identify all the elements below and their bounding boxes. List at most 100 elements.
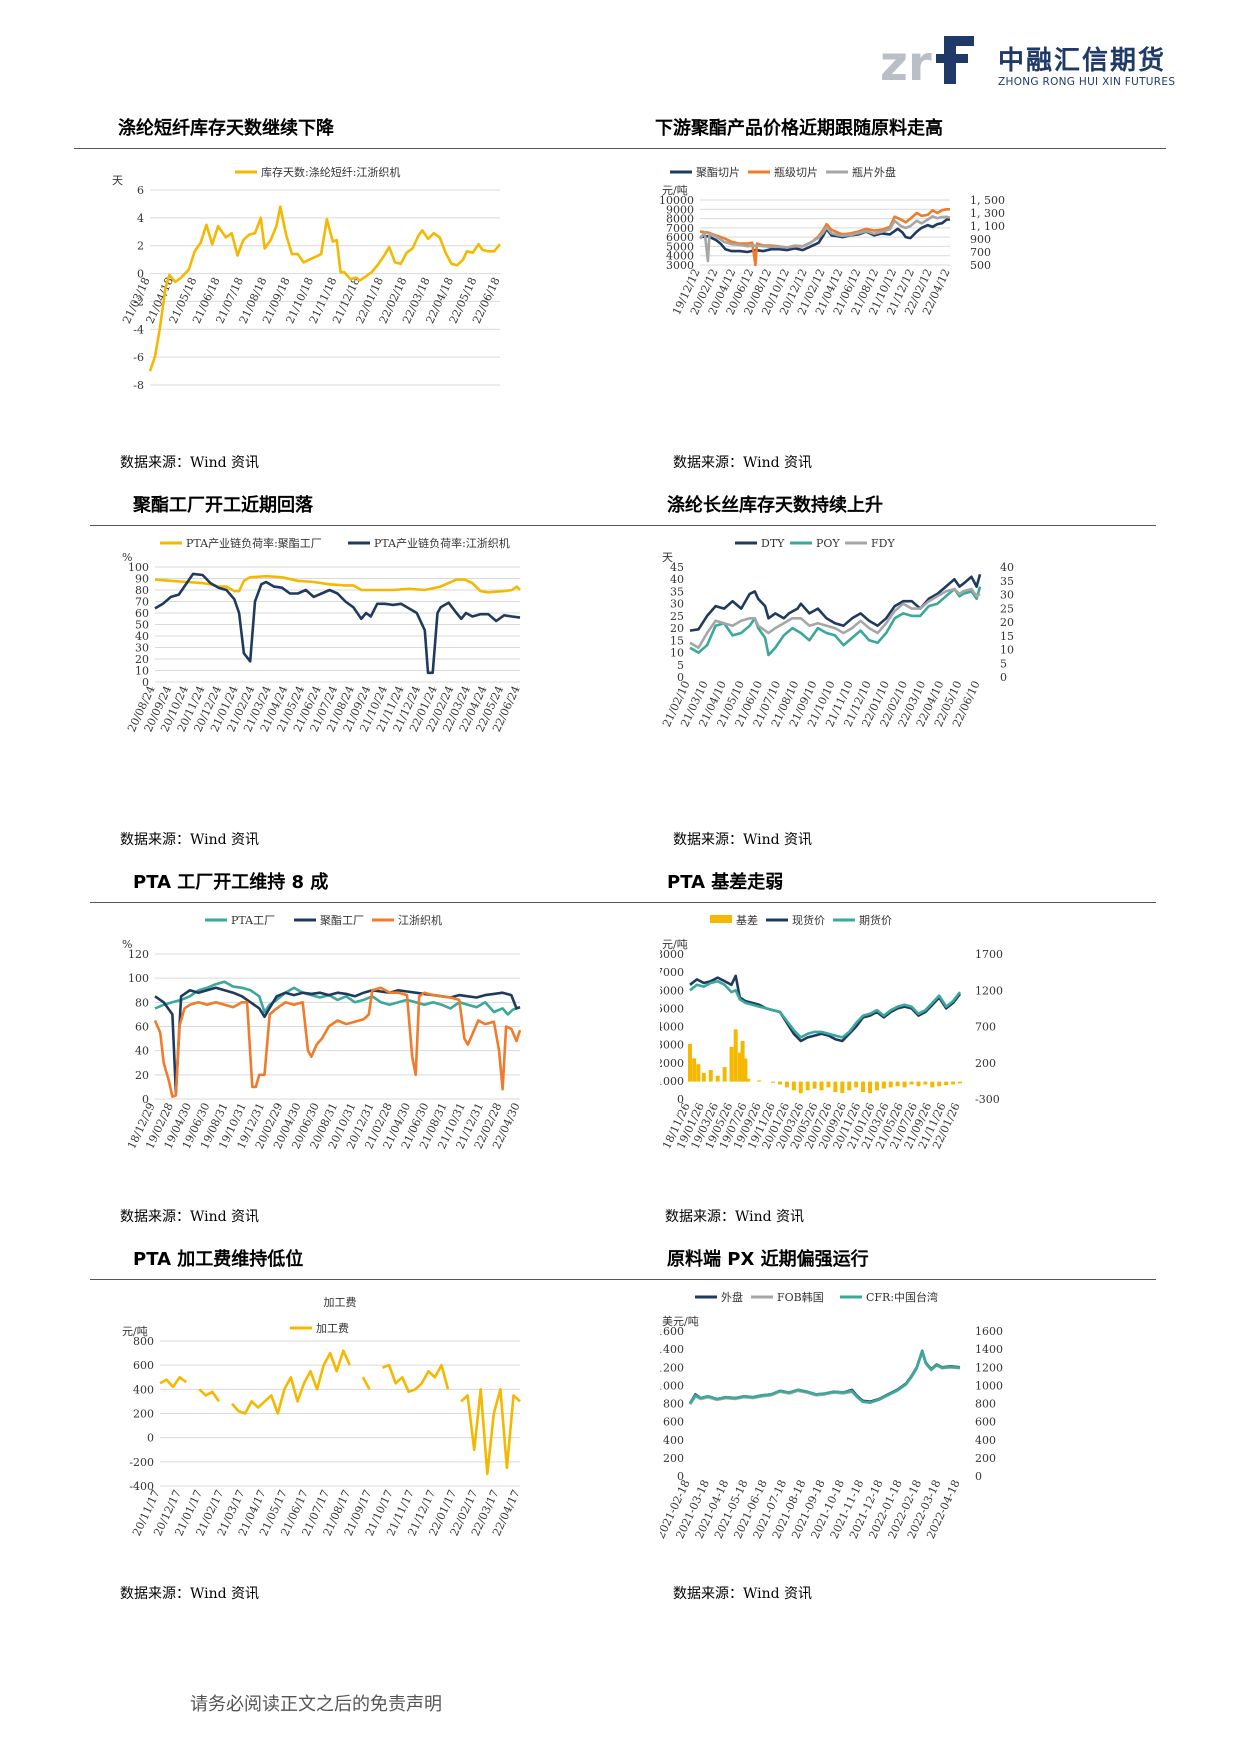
basis-bar <box>722 1067 727 1082</box>
y-tick-label: 90 <box>135 573 149 586</box>
y2-tick-label: 1, 300 <box>970 207 1005 220</box>
y-tick-label: 800 <box>663 1398 684 1411</box>
basis-bar <box>881 1081 886 1089</box>
y-tick-label: 0 <box>137 268 144 281</box>
series-line-2 <box>154 572 521 675</box>
y-tick-label: 5000 <box>660 1002 684 1015</box>
legend-label: 外盘 <box>721 1291 743 1304</box>
y2-tick-label: 500 <box>970 259 991 272</box>
source-note-4: 数据来源：Wind 资讯 <box>673 832 813 848</box>
basis-bar <box>944 1081 949 1086</box>
source-note-3: 数据来源：Wind 资讯 <box>120 832 260 848</box>
basis-bar <box>688 1043 692 1082</box>
y2-tick-label: 10 <box>1000 644 1014 657</box>
series-line-2 <box>689 586 982 657</box>
chart-title: 加工费 <box>324 1296 357 1309</box>
y-tick-label: 10000 <box>660 194 694 207</box>
y-axis-unit: 天 <box>662 551 673 564</box>
y-tick-label: -4 <box>133 323 144 336</box>
zrf-logo-icon: zr <box>880 36 974 92</box>
y-axis-unit: 天 <box>112 174 123 187</box>
y-tick-label: 100 <box>128 972 149 985</box>
basis-bar <box>791 1081 796 1091</box>
y-tick-label: 40 <box>135 630 149 643</box>
series-line-2 <box>699 208 950 267</box>
panel-title-5: PTA 工厂开工维持 8 成 <box>133 872 329 893</box>
basis-bar <box>805 1081 810 1091</box>
legend-label: FOB韩国 <box>777 1291 824 1304</box>
y2-tick-label: 700 <box>975 1021 996 1034</box>
y-tick-label: 200 <box>133 1408 154 1421</box>
y2-tick-label: 1, 500 <box>970 194 1005 207</box>
y-tick-label: 80 <box>135 996 149 1009</box>
y-tick-label: 4000 <box>666 250 694 263</box>
y2-tick-label: 200 <box>975 1452 996 1465</box>
y2-tick-label: 0 <box>975 1470 982 1483</box>
y-tick-label: 1200 <box>660 1361 684 1374</box>
series-line-3 <box>689 587 981 649</box>
y-axis-unit: 元/吨 <box>122 1325 148 1338</box>
basis-bar <box>861 1081 866 1093</box>
y-tick-label: 30 <box>135 642 149 655</box>
chart-staple-fiber-inventory: 天-8-6-4-2024621/03/1821/04/1821/05/1821/… <box>112 165 503 392</box>
y-tick-label: 40 <box>670 573 684 586</box>
basis-bar <box>743 1058 748 1082</box>
y-tick-label: 80 <box>135 584 149 597</box>
legend-label: DTY <box>761 537 785 550</box>
y-tick-label: 0 <box>677 1470 684 1483</box>
title-divider-4 <box>90 1279 1156 1280</box>
legend-label: 现货价 <box>792 914 825 927</box>
series-line-3 <box>153 986 522 1098</box>
legend-label: 库存天数:涤纶短纤:江浙织机 <box>261 165 400 179</box>
y-tick-label: 3000 <box>666 259 694 272</box>
y-tick-label: 15 <box>670 634 684 647</box>
legend-label: POY <box>816 537 840 550</box>
legend-label: PTA工厂 <box>231 914 275 927</box>
panel-title-1: 涤纶短纤库存天数继续下降 <box>118 118 334 139</box>
y-tick-label: -8 <box>133 379 144 392</box>
y-tick-label: 20 <box>135 653 149 666</box>
y2-tick-label: 600 <box>975 1416 996 1429</box>
legend-label: 基差 <box>736 914 758 927</box>
y2-tick-label: 1200 <box>975 984 1003 997</box>
y2-tick-label: 1, 100 <box>970 220 1005 233</box>
y-tick-label: 60 <box>135 607 149 620</box>
y-tick-label: 600 <box>133 1359 154 1372</box>
series-line-3 <box>688 1350 961 1405</box>
basis-bar <box>696 1064 701 1082</box>
y-tick-label: 9000 <box>666 203 694 216</box>
y2-tick-label: 1000 <box>975 1379 1003 1392</box>
y2-tick-label: 200 <box>975 1057 996 1070</box>
y-tick-label: 50 <box>135 619 149 632</box>
basis-bar <box>733 1029 738 1082</box>
legend-label: 江浙织机 <box>398 914 442 927</box>
title-divider-1 <box>74 148 1166 149</box>
legend-label: 期货价 <box>859 914 892 927</box>
basis-bar <box>909 1081 914 1085</box>
y-tick-label: 25 <box>670 610 684 623</box>
basis-bar <box>737 1052 742 1082</box>
series-line-1 <box>148 205 502 372</box>
panel-title-3: 聚酯工厂开工近期回落 <box>133 495 313 516</box>
basis-bar <box>874 1081 879 1091</box>
basis-bar <box>833 1081 838 1093</box>
y2-tick-label: 30 <box>1000 589 1014 602</box>
y-tick-label: 800 <box>133 1335 154 1348</box>
y-tick-label: 5000 <box>666 240 694 253</box>
y-tick-label: 1600 <box>660 1325 684 1338</box>
source-note-8: 数据来源：Wind 资讯 <box>673 1586 813 1602</box>
logo-chinese-name: 中融汇信期货 <box>998 46 1167 76</box>
y-tick-label: 40 <box>135 1045 149 1058</box>
basis-bar <box>847 1081 852 1091</box>
series-line-2 <box>154 986 521 1095</box>
y-tick-label: 6000 <box>660 984 684 997</box>
chart-pta-processing-fee: 加工费元/吨-400-200020040060080020/11/1720/12… <box>122 1296 523 1538</box>
basis-bar <box>923 1081 928 1085</box>
y-tick-label: 45 <box>670 561 684 574</box>
basis-bar <box>715 1075 720 1082</box>
y-tick-label: 4 <box>137 212 144 225</box>
basis-bar <box>819 1081 824 1091</box>
y-axis-unit: 元/吨 <box>662 938 688 951</box>
